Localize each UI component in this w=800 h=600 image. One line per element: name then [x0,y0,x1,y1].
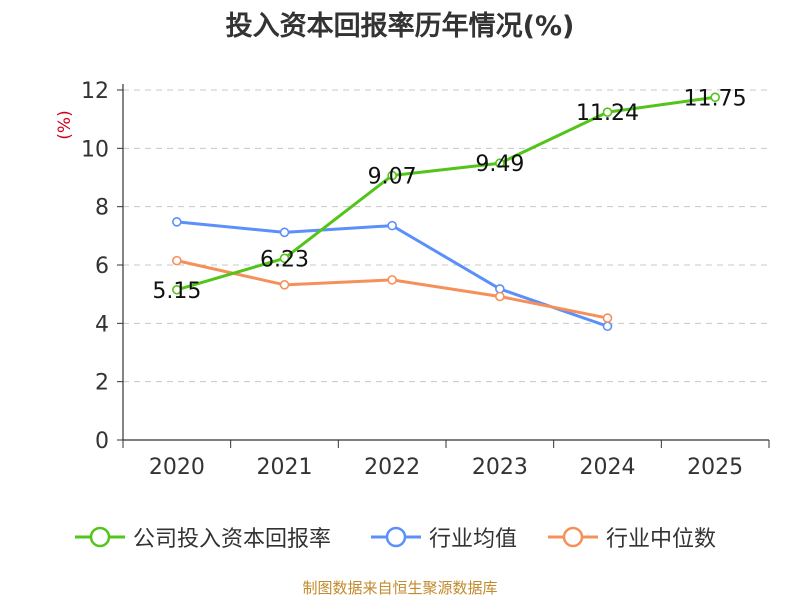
legend-item-company[interactable]: 公司投入资本回报率 [75,522,331,552]
x-tick-label-2023: 2023 [472,455,528,480]
legend-item-industry-average[interactable]: 行业均值 [371,522,517,552]
source-note: 制图数据来自恒生聚源数据库 [302,579,498,597]
data-point-0-2020 [172,284,182,295]
chart-title: 投入资本回报率历年情况(%) [225,11,575,42]
x-tick-label-2025: 2025 [687,455,743,480]
y-tick-label-8: 8 [95,196,109,221]
legend-label-company: 公司投入资本回报率 [133,527,332,552]
y-tick-label-6: 6 [95,254,109,279]
data-point-0-2024 [602,107,613,117]
data-point-0-2023 [495,158,505,169]
data-label-2025: 11.75 [684,86,747,111]
legend-label-industry-median: 行业中位数 [606,527,717,552]
data-point-2-2022 [387,275,397,285]
data-point-0-2022 [387,170,397,181]
x-tick-label-2021: 2021 [257,455,313,480]
y-tick-label-4: 4 [95,312,109,337]
legend-marker-industry-average [371,526,421,548]
data-point-1-2020 [172,217,182,227]
legend-item-industry-median[interactable]: 行业中位数 [548,522,716,552]
x-tick-label-2022: 2022 [364,455,420,480]
data-label-2022: 9.07 [368,164,417,189]
y-tick-label-10: 10 [81,137,109,162]
legend: 公司投入资本回报率 行业均值 行业中位数 [0,522,800,552]
y-tick-label-12: 12 [81,79,109,104]
data-point-0-2021 [279,253,290,264]
data-point-1-2024 [602,321,613,332]
legend-marker-industry-median [548,526,598,548]
data-point-1-2022 [387,220,397,231]
legend-marker-company [75,526,125,548]
data-label-2020: 5.15 [152,279,201,304]
data-point-2-2020 [172,255,182,266]
y-axis-label: (%) [55,110,75,139]
data-label-2021: 6.23 [260,247,309,272]
y-tick-label-0: 0 [95,429,109,454]
series-line-0 [176,95,716,292]
legend-label-industry-average: 行业均值 [429,527,518,552]
data-point-1-2021 [279,227,290,238]
data-point-2-2021 [279,280,290,290]
data-point-2-2024 [602,313,613,323]
data-point-0-2025 [710,92,720,103]
x-tick-label-2020: 2020 [149,455,205,480]
x-tick-label-2024: 2024 [580,455,636,480]
y-tick-label-2: 2 [95,371,109,396]
series-line-2 [176,259,608,320]
data-label-2023: 9.49 [475,152,524,177]
data-label-2024: 11.24 [576,101,639,126]
data-point-2-2023 [495,291,505,302]
